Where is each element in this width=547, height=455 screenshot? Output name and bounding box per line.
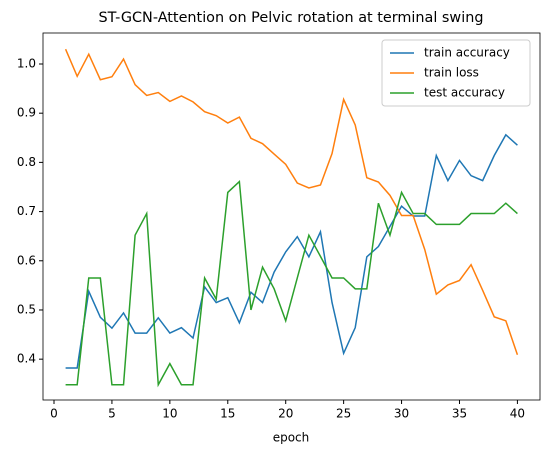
x-tick-label: 20: [278, 407, 293, 421]
x-tick-label: 5: [108, 407, 116, 421]
y-tick-label: 0.5: [17, 302, 36, 316]
x-tick-label: 10: [162, 407, 177, 421]
y-tick-label: 0.8: [17, 155, 36, 169]
chart-title: ST-GCN-Attention on Pelvic rotation at t…: [99, 10, 484, 26]
x-axis-label: epoch: [273, 431, 310, 445]
x-tick-label: 40: [510, 407, 525, 421]
legend-box: [381, 39, 531, 107]
y-tick-label: 0.7: [17, 204, 36, 218]
x-tick-label: 15: [220, 407, 235, 421]
plot-frame: [42, 32, 541, 401]
series-line: [65, 179, 518, 388]
x-tick-label: 30: [394, 407, 409, 421]
y-tick-label: 0.4: [17, 352, 36, 366]
y-tick-label: 0.6: [17, 253, 36, 267]
legend-label: train loss: [424, 66, 479, 80]
x-tick-label: 25: [336, 407, 351, 421]
legend-label: train accuracy: [424, 46, 510, 60]
x-tick-label: 35: [452, 407, 467, 421]
series-line: [64, 48, 519, 355]
y-tick-label: 0.9: [17, 106, 36, 120]
y-tick-label: 1.0: [17, 56, 36, 70]
legend-label: test accuracy: [424, 86, 505, 100]
x-tick-label: 0: [50, 407, 58, 421]
series-line: [65, 133, 518, 369]
